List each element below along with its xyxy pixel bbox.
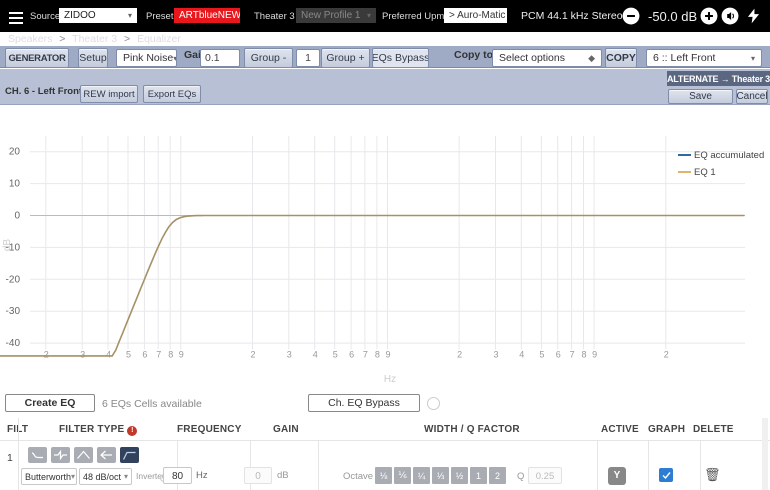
svg-text:EQ 1: EQ 1 xyxy=(694,167,716,178)
svg-text:5: 5 xyxy=(126,350,131,360)
svg-text:0: 0 xyxy=(14,211,20,222)
svg-text:8: 8 xyxy=(375,350,380,360)
svg-text:EQ accumulated: EQ accumulated xyxy=(694,150,764,161)
svg-text:9: 9 xyxy=(386,350,391,360)
svg-text:3: 3 xyxy=(494,350,499,360)
svg-text:6: 6 xyxy=(349,350,354,360)
svg-text:7: 7 xyxy=(570,350,575,360)
svg-text:4: 4 xyxy=(519,350,524,360)
svg-text:8: 8 xyxy=(582,350,587,360)
svg-text:2: 2 xyxy=(251,350,256,360)
svg-text:4: 4 xyxy=(106,350,111,360)
svg-text:-30: -30 xyxy=(6,306,21,317)
svg-text:4: 4 xyxy=(313,350,318,360)
svg-text:Hz: Hz xyxy=(384,374,396,385)
svg-text:2: 2 xyxy=(457,350,462,360)
svg-text:3: 3 xyxy=(287,350,292,360)
svg-text:3: 3 xyxy=(80,350,85,360)
svg-text:2: 2 xyxy=(664,350,669,360)
svg-text:5: 5 xyxy=(333,350,338,360)
svg-text:9: 9 xyxy=(592,350,597,360)
svg-text:20: 20 xyxy=(9,147,21,158)
svg-text:-40: -40 xyxy=(6,338,21,349)
svg-text:9: 9 xyxy=(179,350,184,360)
svg-text:dB: dB xyxy=(2,239,13,252)
svg-text:6: 6 xyxy=(556,350,561,360)
svg-text:8: 8 xyxy=(168,350,173,360)
svg-text:6: 6 xyxy=(142,350,147,360)
svg-text:5: 5 xyxy=(539,350,544,360)
svg-text:10: 10 xyxy=(9,179,21,190)
svg-text:7: 7 xyxy=(156,350,161,360)
svg-text:2: 2 xyxy=(44,350,49,360)
svg-text:7: 7 xyxy=(363,350,368,360)
svg-text:-20: -20 xyxy=(6,274,21,285)
